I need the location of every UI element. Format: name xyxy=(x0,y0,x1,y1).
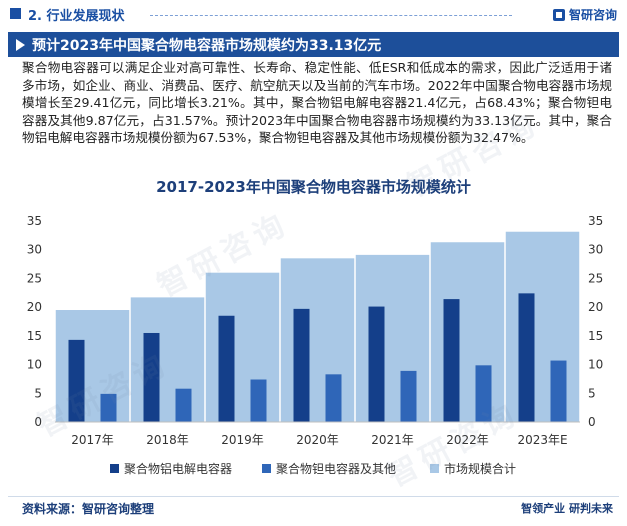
x-tick-label: 2022年 xyxy=(446,433,489,447)
x-tick-label: 2020年 xyxy=(296,433,339,447)
y-axis-right: 0 5 10 15 20 25 30 35 xyxy=(588,214,603,429)
footer: 资料来源：智研咨询整理 智领产业 研判未来 xyxy=(8,496,619,518)
bar-total xyxy=(430,242,505,422)
y-axis-left: 0 5 10 15 20 25 30 35 xyxy=(27,214,42,429)
footer-slogan: 智领产业 研判未来 xyxy=(521,502,613,515)
bar-aluminum xyxy=(218,315,235,422)
x-tick-label: 2018年 xyxy=(146,433,189,447)
y-tick-label-left: 0 xyxy=(34,415,42,429)
y-tick-label-right: 5 xyxy=(588,386,596,400)
bar-tantalum xyxy=(175,388,192,422)
x-tick-label: 2019年 xyxy=(221,433,264,447)
y-tick-label-right: 30 xyxy=(588,243,603,257)
bar-aluminum xyxy=(368,306,385,422)
bar-tantalum xyxy=(550,360,567,422)
bar-aluminum xyxy=(143,332,160,422)
top-bar: 2. 行业发展现状 智研咨询 xyxy=(0,0,627,30)
bar-aluminum xyxy=(68,339,85,422)
x-tick-label: 2021年 xyxy=(371,433,414,447)
title-banner: 预计2023年中国聚合物电容器市场规模约为33.13亿元 xyxy=(8,32,619,57)
bars-group xyxy=(55,231,580,422)
y-tick-label-right: 20 xyxy=(588,300,603,314)
bar-total xyxy=(55,310,130,422)
bar-tantalum xyxy=(400,370,417,422)
y-tick-label-left: 5 xyxy=(34,386,42,400)
dashed-divider xyxy=(150,15,512,17)
x-axis-labels: 2017年 2018年 2019年 2020年 2021年 2022年 2023年E xyxy=(71,433,567,447)
bar-tantalum xyxy=(475,365,492,422)
section-marker-icon xyxy=(10,8,21,19)
brand: 智研咨询 xyxy=(552,6,617,23)
bar-tantalum xyxy=(250,379,267,422)
bar-aluminum xyxy=(293,308,310,422)
legend-label: 聚合物钽电容器及其他 xyxy=(276,461,396,476)
legend-swatch xyxy=(262,464,271,473)
legend: 聚合物铝电解电容器 聚合物钽电容器及其他 市场规模合计 xyxy=(110,461,516,476)
y-tick-label-right: 10 xyxy=(588,358,603,372)
bar-chart: 0 5 10 15 20 25 30 35 0 5 10 15 20 25 30 35 2017年 2018年… xyxy=(27,214,604,476)
x-tick-label: 2023年E xyxy=(517,433,567,447)
y-tick-label-left: 20 xyxy=(27,300,42,314)
y-tick-label-right: 35 xyxy=(588,214,603,228)
play-arrow-icon xyxy=(16,39,25,51)
bar-total xyxy=(280,258,355,422)
bar-total xyxy=(505,231,580,422)
y-tick-label-left: 30 xyxy=(27,243,42,257)
y-tick-label-left: 25 xyxy=(27,271,42,285)
y-tick-label-right: 15 xyxy=(588,329,603,343)
chart-title: 2017-2023年中国聚合物电容器市场规模统计 xyxy=(156,178,471,196)
bar-tantalum xyxy=(100,393,117,422)
bar-total xyxy=(205,272,280,422)
footer-divider xyxy=(8,496,619,497)
y-tick-label-right: 0 xyxy=(588,415,596,429)
description-paragraph: 聚合物电容器可以满足企业对高可靠性、长寿命、稳定性能、低ESR和低成本的需求，因… xyxy=(22,60,612,145)
legend-label: 聚合物铝电解电容器 xyxy=(124,461,232,476)
source-note: 资料来源：智研咨询整理 xyxy=(22,502,155,516)
bar-total xyxy=(130,297,205,422)
banner-title: 预计2023年中国聚合物电容器市场规模约为33.13亿元 xyxy=(32,38,382,54)
y-tick-label-left: 35 xyxy=(27,214,42,228)
brand-name: 智研咨询 xyxy=(568,8,617,22)
legend-label: 市场规模合计 xyxy=(444,461,516,476)
x-tick-label: 2017年 xyxy=(71,433,114,447)
legend-swatch xyxy=(110,464,119,473)
section-label: 2. 行业发展现状 xyxy=(28,9,125,24)
bar-tantalum xyxy=(325,374,342,422)
y-tick-label-left: 15 xyxy=(27,329,42,343)
bar-aluminum xyxy=(518,293,535,422)
bar-total xyxy=(355,254,430,422)
legend-swatch xyxy=(430,464,439,473)
bar-aluminum xyxy=(443,299,460,422)
y-tick-label-left: 10 xyxy=(27,358,42,372)
y-tick-label-right: 25 xyxy=(588,271,603,285)
brand-logo-icon xyxy=(552,8,565,21)
